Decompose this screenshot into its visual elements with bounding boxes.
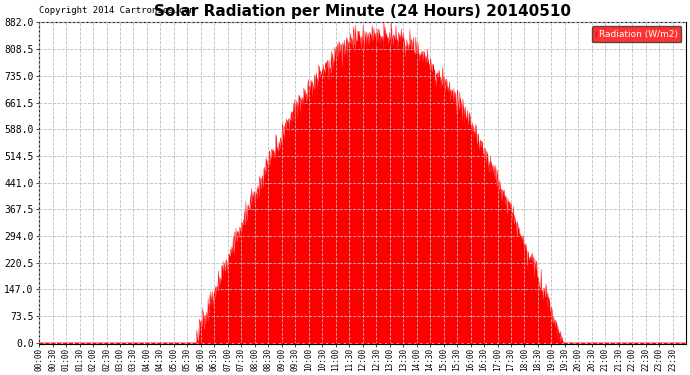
Legend: Radiation (W/m2): Radiation (W/m2) xyxy=(593,26,681,42)
Title: Solar Radiation per Minute (24 Hours) 20140510: Solar Radiation per Minute (24 Hours) 20… xyxy=(154,4,571,19)
Text: Copyright 2014 Cartronics.com: Copyright 2014 Cartronics.com xyxy=(39,6,195,15)
